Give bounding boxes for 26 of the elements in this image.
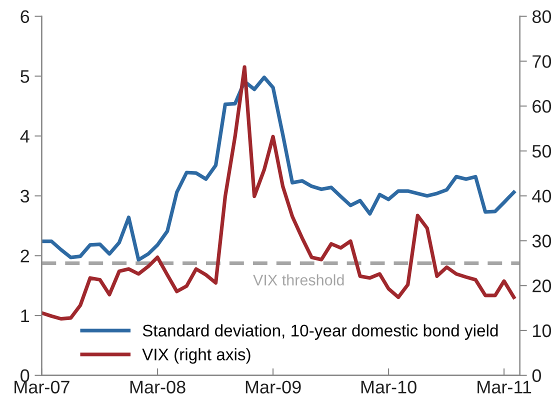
x-tick-label: Mar-07	[14, 380, 70, 394]
y2-tick-label: 20	[532, 280, 552, 292]
y2-tick-label: 0	[532, 369, 541, 382]
y-tick-label: 6	[20, 10, 30, 24]
y2-tick-label: 10	[533, 324, 552, 338]
x-tick-label: Mar-10	[361, 380, 416, 394]
y2-tick-label: 80	[532, 10, 552, 24]
y2-tick-label: 50	[532, 144, 552, 158]
y2-tick-label: 40	[532, 190, 552, 203]
y-tick-label: 5	[20, 70, 30, 83]
y-tick-label: 2	[20, 250, 29, 262]
y2-tick-label: 70	[532, 55, 552, 68]
ref-line-label: VIX threshold	[253, 274, 344, 286]
legend-label: Standard deviation, 10-year domestic bond yield	[142, 324, 498, 340]
y-tick-label: 3	[20, 190, 30, 203]
y-tick-label: 1	[21, 310, 30, 322]
y-tick-label: 4	[20, 130, 30, 143]
y2-tick-label: 60	[532, 100, 552, 113]
x-tick-label: Mar-11	[478, 380, 532, 394]
x-tick-label: Mar-08	[130, 380, 186, 394]
y-tick-label: 0	[20, 369, 30, 382]
legend-label: VIX (right axis)	[142, 348, 250, 364]
y2-tick-label: 30	[532, 234, 552, 248]
line-series	[42, 76, 516, 262]
line-series	[42, 65, 516, 321]
x-tick-label: Mar-09	[246, 380, 301, 394]
